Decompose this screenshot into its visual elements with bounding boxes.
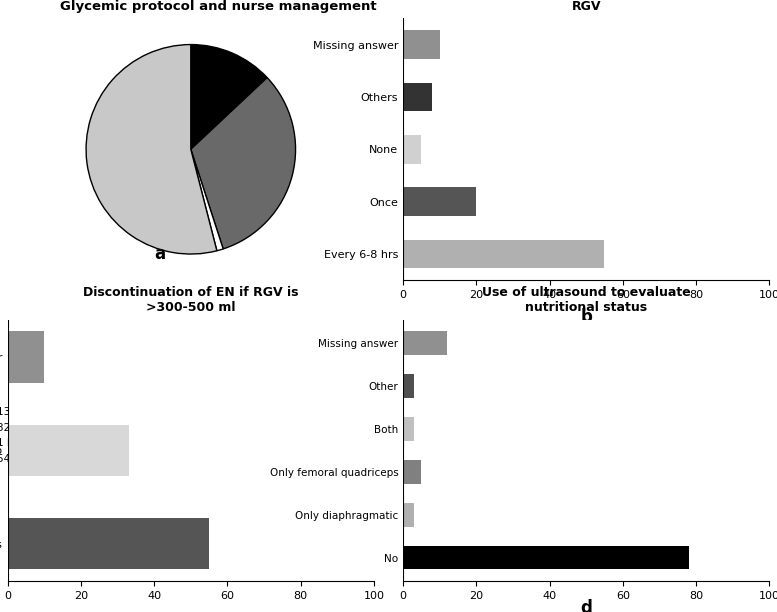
Bar bbox=[403, 83, 433, 111]
Wedge shape bbox=[191, 149, 223, 251]
Text: Glycemic protocol and nurse management: Glycemic protocol and nurse management bbox=[60, 0, 377, 13]
Title: Time interval for monitoring the
RGV: Time interval for monitoring the RGV bbox=[473, 0, 699, 13]
Title: Use of ultrasound to evaluate
nutritional status: Use of ultrasound to evaluate nutritiona… bbox=[482, 286, 691, 314]
Bar bbox=[403, 375, 414, 398]
Bar bbox=[403, 239, 605, 268]
Bar bbox=[403, 417, 414, 441]
Bar bbox=[403, 135, 421, 163]
Bar bbox=[403, 503, 414, 526]
Text: c: c bbox=[186, 609, 196, 612]
Bar bbox=[403, 30, 440, 59]
Bar bbox=[403, 546, 688, 570]
Wedge shape bbox=[191, 45, 267, 149]
Bar bbox=[8, 425, 128, 476]
Text: b: b bbox=[580, 308, 592, 326]
Text: a: a bbox=[154, 245, 166, 263]
Bar bbox=[403, 332, 447, 355]
Legend: 13 glycemic protocol, no free nurses correction, 32 glycemic protocol, free nurs: 13 glycemic protocol, no free nurses cor… bbox=[0, 407, 245, 463]
Bar bbox=[403, 187, 476, 216]
Bar bbox=[8, 332, 44, 382]
Title: Discontinuation of EN if RGV is
>300-500 ml: Discontinuation of EN if RGV is >300-500… bbox=[83, 286, 298, 314]
Wedge shape bbox=[191, 78, 295, 249]
Bar bbox=[8, 518, 209, 570]
Wedge shape bbox=[86, 45, 217, 254]
Bar bbox=[403, 460, 421, 483]
Text: d: d bbox=[580, 600, 592, 612]
